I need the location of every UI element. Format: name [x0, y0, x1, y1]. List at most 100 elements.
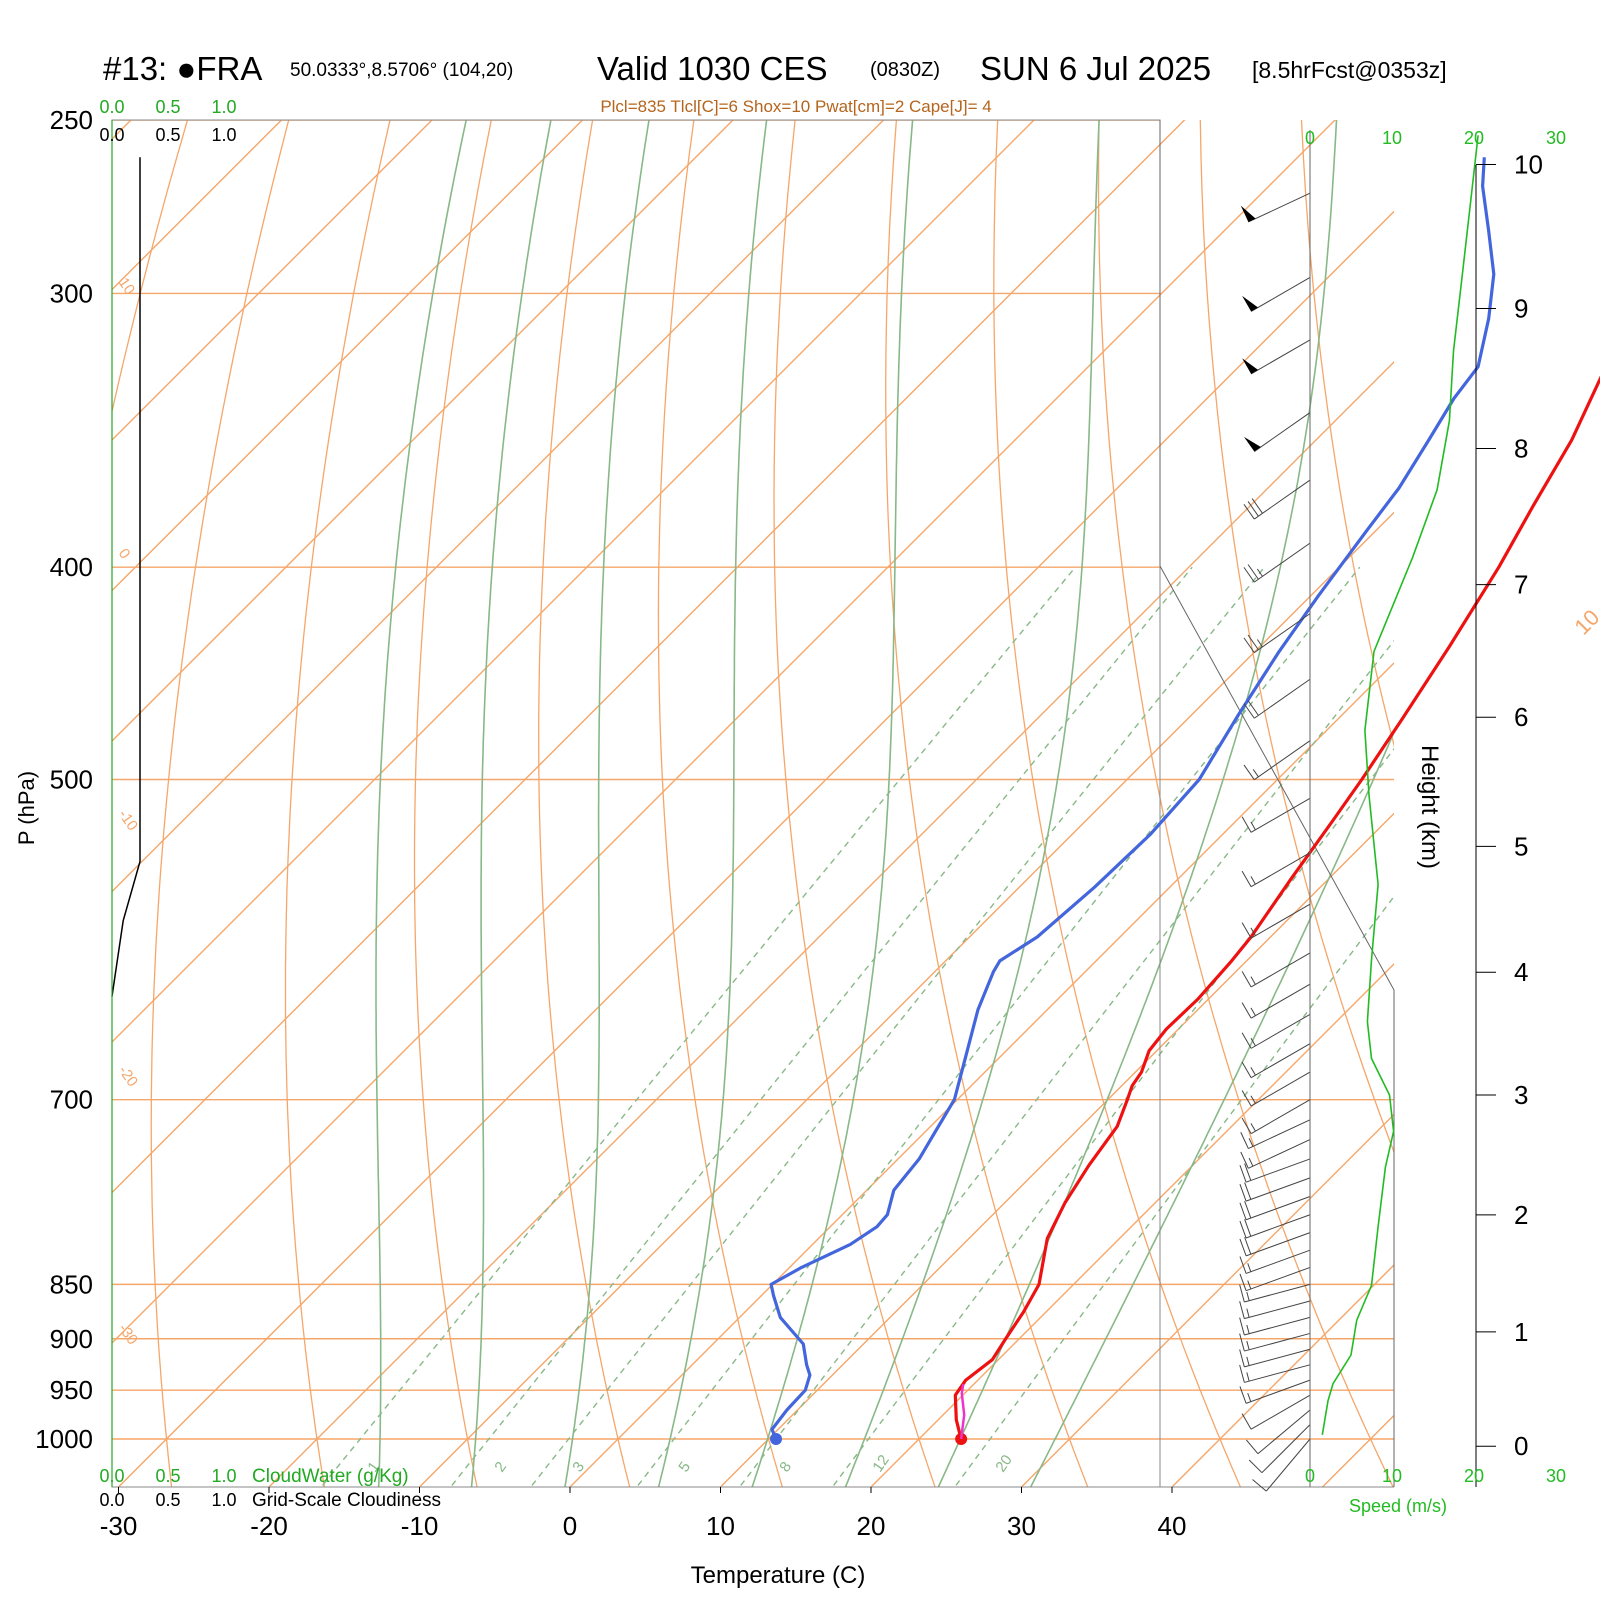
isotherm-line — [418, 511, 1394, 1487]
wind-barb-feather — [1240, 1151, 1249, 1169]
dry-adiabat-line — [1097, 120, 1394, 1487]
wind-barb-half-feather — [1248, 1157, 1254, 1167]
dry-adiabat-line — [150, 120, 290, 1487]
wind-barb-feather — [1241, 971, 1252, 988]
mixing-ratio-label: 8 — [776, 1459, 795, 1476]
pressure-tick-label: 850 — [50, 1269, 93, 1299]
height-tick-label: 5 — [1514, 831, 1528, 861]
wind-barb-half-feather — [1248, 1138, 1254, 1147]
wind-barb-feather — [1244, 1163, 1252, 1181]
wind-barb-half-feather — [1247, 1393, 1252, 1402]
forecast-label: [8.5hrFcst@0353z] — [1252, 57, 1447, 83]
wind-barb-half-feather — [1250, 1123, 1256, 1132]
dry-adiabat-label: -30 — [115, 1321, 141, 1349]
cloudiness-scale-top: 1.0 — [211, 125, 236, 145]
wind-barb-staff — [1245, 1177, 1311, 1202]
moist-adiabat-line — [657, 120, 768, 1487]
wind-barb-half-feather — [1246, 1372, 1250, 1382]
wind-barb-feather — [1239, 1273, 1247, 1291]
mixing-ratio-line — [451, 566, 1193, 1486]
wind-barb-pennant — [1243, 436, 1261, 452]
wind-barb-staff — [1250, 277, 1311, 312]
wind-barb-feather — [1241, 1032, 1252, 1049]
wind-barb-half-feather — [1252, 769, 1259, 778]
wind-barbs — [1239, 192, 1311, 1492]
wind-barb-half-feather — [1246, 1340, 1250, 1350]
wind-barb-feather — [1239, 1386, 1247, 1404]
cloudwater-scale-top: 1.0 — [211, 97, 236, 117]
wind-barb-feather — [1239, 1349, 1245, 1367]
isotherm-line — [112, 120, 1186, 1194]
cloudiness-scale-bottom: 0.0 — [99, 1490, 124, 1510]
wind-barb-feather — [1241, 1002, 1252, 1019]
wind-barb-staff — [1250, 952, 1311, 988]
mixing-ratio-line — [833, 747, 1394, 1486]
isotherm-line — [112, 120, 433, 441]
wind-barb-staff — [1254, 740, 1311, 781]
speed-tick-top: 30 — [1546, 128, 1566, 148]
wind-barb-staff — [1245, 1266, 1311, 1292]
wind-barb-feather — [1244, 1219, 1252, 1237]
wind-barb-half-feather — [1246, 1356, 1250, 1366]
mixing-ratio-label: 5 — [675, 1459, 694, 1476]
moist-adiabat-line — [844, 120, 1100, 1487]
cloudiness-scale-top: 0.5 — [155, 125, 180, 145]
wind-barb-staff — [1245, 1249, 1311, 1274]
wind-barb-feather — [1239, 1284, 1245, 1303]
wind-barb-staff — [1250, 983, 1311, 1019]
wind-barb-half-feather — [1246, 1324, 1250, 1334]
dry-adiabat-line — [993, 120, 1242, 1487]
cloudwater-scale-bottom: 0.0 — [99, 1466, 124, 1486]
temp-tick-label: 30 — [1007, 1511, 1036, 1541]
speed-tick-bottom: 30 — [1546, 1466, 1566, 1486]
wind-barb-feather — [1239, 1317, 1245, 1336]
wind-barb-staff — [1244, 1348, 1311, 1368]
wind-barb-feather — [1251, 498, 1263, 514]
wind-barb-feather — [1239, 1165, 1247, 1183]
wind-barb-half-feather — [1250, 876, 1256, 885]
wind-barb-staff — [1250, 1099, 1311, 1135]
moist-adiabat-line — [751, 120, 914, 1487]
dry-adiabat-line — [538, 120, 631, 1487]
x-axis-label: Temperature (C) — [691, 1562, 866, 1589]
pressure-tick-label: 300 — [50, 278, 93, 308]
speed-tick-bottom: 10 — [1382, 1466, 1402, 1486]
height-axis-label: Height (km) — [1416, 745, 1443, 869]
height-tick-label: 0 — [1514, 1431, 1528, 1461]
wind-barb-half-feather — [1247, 1263, 1252, 1272]
wind-barb-feather — [1247, 700, 1259, 716]
station-coords: 50.0333°,8.5706° (104,20) — [290, 60, 513, 81]
speed-tick-bottom: 20 — [1464, 1466, 1484, 1486]
dry-adiabat-line — [284, 120, 391, 1487]
cloudiness-scale-bottom: 0.5 — [155, 1490, 180, 1510]
dry-adiabat-line — [1300, 120, 1394, 748]
temperature-line — [953, 375, 1600, 1440]
mixing-ratio-label: 20 — [992, 1452, 1015, 1475]
wind-barb-half-feather — [1250, 1067, 1256, 1076]
wind-barb-feather — [1239, 1184, 1247, 1202]
wind-barb-feather — [1243, 637, 1255, 653]
wind-barb-half-feather — [1250, 927, 1256, 936]
height-tick-label: 9 — [1514, 294, 1528, 324]
wind-barb-staff — [1250, 1013, 1311, 1049]
wind-barb-staff — [1254, 479, 1311, 520]
wind-barb-staff — [1254, 412, 1311, 452]
cloudwater-scale-bottom: 1.0 — [211, 1466, 236, 1486]
pressure-tick-label: 950 — [50, 1375, 93, 1405]
dry-adiabat-line — [413, 120, 492, 1487]
isotherm-line — [1020, 1113, 1394, 1487]
wind-barb-feather — [1247, 564, 1259, 580]
isotherm-line — [112, 120, 885, 893]
parcel-line — [959, 1383, 966, 1440]
height-tick-label: 1 — [1514, 1317, 1528, 1347]
mixing-ratio-line — [322, 566, 1076, 1486]
wind-barb-feather — [1245, 1439, 1259, 1455]
cloudwater-scale-top: 0.5 — [155, 97, 180, 117]
wind-barb-staff — [1244, 1364, 1311, 1383]
wind-barb-pennant — [1242, 295, 1259, 312]
isotherm-line — [112, 120, 584, 592]
wind-barb-staff — [1250, 797, 1311, 833]
cloudiness-scale-top: 0.0 — [99, 125, 124, 145]
wind-barb-feather — [1241, 1090, 1252, 1107]
wind-barb-staff — [1245, 1196, 1311, 1221]
